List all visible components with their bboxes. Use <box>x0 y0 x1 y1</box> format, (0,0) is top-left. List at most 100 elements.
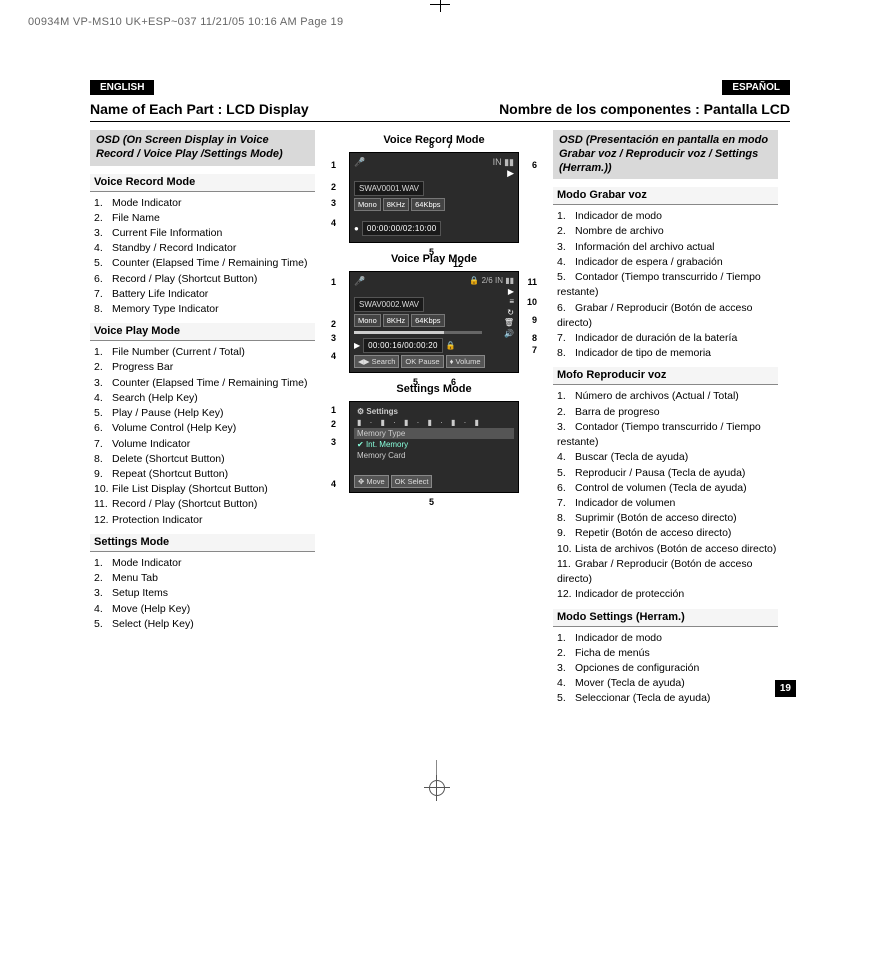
list-item: 1.Mode Indicator <box>94 556 315 571</box>
filename-play: SWAV0002.WAV <box>354 297 424 312</box>
list-item: 3.Opciones de configuración <box>557 661 778 676</box>
btn-search: ◀▶ Search <box>354 355 399 368</box>
subtitle-right: OSD (Presentación en pantalla en modo Gr… <box>553 130 778 179</box>
lang-spanish: ESPAÑOL <box>722 80 790 95</box>
list-item: 4.Mover (Tecla de ayuda) <box>557 676 778 691</box>
heading-grabar-voz: Modo Grabar voz <box>553 187 778 205</box>
list-item: 10.File List Display (Shortcut Button) <box>94 482 315 497</box>
spec-bitrate: 64Kbps <box>411 198 444 211</box>
btn-select: OK Select <box>391 475 433 488</box>
list-item: 4.Indicador de espera / grabación <box>557 255 778 270</box>
list-item: 1.Número de archivos (Actual / Total) <box>557 389 778 404</box>
callout-p11: 11 <box>527 277 537 287</box>
list-item: 5.Select (Help Key) <box>94 617 315 632</box>
list-item: 5.Seleccionar (Tecla de ayuda) <box>557 691 778 706</box>
column-center-diagrams: Voice Record Mode 1 2 3 4 6 7 8 5 🎤IN ▮▮… <box>329 130 539 707</box>
list-item: 4.Buscar (Tecla de ayuda) <box>557 450 778 465</box>
label-settings-mode: Settings Mode <box>396 383 471 395</box>
list-item: 8.Memory Type Indicator <box>94 302 315 317</box>
list-item: 3.Información del archivo actual <box>557 240 778 255</box>
list-item: 12.Indicador de protección <box>557 587 778 602</box>
list-item: 6.Grabar / Reproducir (Botón de acceso d… <box>557 301 778 331</box>
page-number-badge: 19 <box>775 680 796 697</box>
callout-s3: 3 <box>331 437 336 447</box>
list-item: 4.Search (Help Key) <box>94 391 315 406</box>
callout-p7: 7 <box>532 345 537 355</box>
lang-english: ENGLISH <box>90 80 154 95</box>
list-item: 6.Control de volumen (Tecla de ayuda) <box>557 481 778 496</box>
list-item: 4.Move (Help Key) <box>94 602 315 617</box>
callout-4: 4 <box>331 218 336 228</box>
lcd-settings: ⚙ Settings ▮ · ▮ · ▮ · ▮ · ▮ · ▮ Memory … <box>349 401 519 493</box>
counter: 00:00:00/02:10:00 <box>362 221 442 236</box>
list-item: 7.Battery Life Indicator <box>94 287 315 302</box>
list-item: 6.Volume Control (Help Key) <box>94 421 315 436</box>
list-item: 6.Record / Play (Shortcut Button) <box>94 272 315 287</box>
heading-settings-es: Modo Settings (Herram.) <box>553 609 778 627</box>
list-item: 2.Nombre de archivo <box>557 224 778 239</box>
list-item: 1.Mode Indicator <box>94 196 315 211</box>
page-content: ENGLISH ESPAÑOL Name of Each Part : LCD … <box>90 80 790 707</box>
list-item: 2.Progress Bar <box>94 360 315 375</box>
list-item: 5.Play / Pause (Help Key) <box>94 406 315 421</box>
heading-reproducir-voz: Mofo Reproducir voz <box>553 367 778 385</box>
list-item: 7.Indicador de duración de la batería <box>557 331 778 346</box>
list-item: 11.Grabar / Reproducir (Botón de acceso … <box>557 557 778 587</box>
callout-p9: 9 <box>532 315 537 325</box>
list-grabar-voz: 1.Indicador de modo2.Nombre de archivo3.… <box>553 209 778 361</box>
callout-5: 5 <box>429 247 434 257</box>
print-header: 00934M VP-MS10 UK+ESP~037 11/21/05 10:16… <box>28 16 343 28</box>
btn-volume: ♦ Volume <box>446 355 485 368</box>
column-english: OSD (On Screen Display in Voice Record /… <box>90 130 315 707</box>
callout-8: 8 <box>429 140 434 150</box>
heading-voice-record: Voice Record Mode <box>90 174 315 192</box>
mic-icon: 🎤 <box>354 276 365 287</box>
callout-p8: 8 <box>532 333 537 343</box>
list-item: 8.Suprimir (Botón de acceso directo) <box>557 511 778 526</box>
mic-icon: 🎤 <box>354 157 365 168</box>
list-item: 12.Protection Indicator <box>94 513 315 528</box>
list-item: 9.Repeat (Shortcut Button) <box>94 467 315 482</box>
list-item: 1.File Number (Current / Total) <box>94 345 315 360</box>
list-item: 5.Contador (Tiempo transcurrido / Tiempo… <box>557 270 778 300</box>
list-item: 3.Counter (Elapsed Time / Remaining Time… <box>94 376 315 391</box>
list-item: 5.Counter (Elapsed Time / Remaining Time… <box>94 256 315 271</box>
callout-p2: 2 <box>331 319 336 329</box>
lcd-voice-play: 🎤🔒 2/6 IN ▮▮ ▶≡↻🗑🔊 SWAV0002.WAV Mono 8KH… <box>349 271 519 373</box>
list-item: 3.Current File Information <box>94 226 315 241</box>
heading-voice-play: Voice Play Mode <box>90 323 315 341</box>
list-item: 2.Ficha de menús <box>557 646 778 661</box>
list-item: 7.Volume Indicator <box>94 437 315 452</box>
btn-move: ✥ Move <box>354 475 389 488</box>
callout-p10: 10 <box>527 297 537 307</box>
list-item: 2.Menu Tab <box>94 571 315 586</box>
callout-7: 7 <box>447 140 452 150</box>
list-settings: 1.Mode Indicator2.Menu Tab3.Setup Items4… <box>90 556 315 632</box>
list-item: 4.Standby / Record Indicator <box>94 241 315 256</box>
callout-p12: 12 <box>453 259 463 269</box>
callout-s4: 4 <box>331 479 336 489</box>
list-item: 8.Delete (Shortcut Button) <box>94 452 315 467</box>
callout-p6: 6 <box>451 377 456 387</box>
list-settings-es: 1.Indicador de modo2.Ficha de menús3.Opc… <box>553 631 778 707</box>
callout-s2: 2 <box>331 419 336 429</box>
btn-pause: OK Pause <box>401 355 443 368</box>
callout-6: 6 <box>532 160 537 170</box>
column-spanish: OSD (Presentación en pantalla en modo Gr… <box>553 130 778 707</box>
list-item: 3.Contador (Tiempo transcurrido / Tiempo… <box>557 420 778 450</box>
list-item: 3.Setup Items <box>94 586 315 601</box>
callout-p3: 3 <box>331 333 336 343</box>
spec-rate: 8KHz <box>383 198 409 211</box>
list-item: 2.File Name <box>94 211 315 226</box>
subtitle-left: OSD (On Screen Display in Voice Record /… <box>90 130 315 166</box>
list-item: 10.Lista de archivos (Botón de acceso di… <box>557 542 778 557</box>
list-item: 8.Indicador de tipo de memoria <box>557 346 778 361</box>
title-left: Name of Each Part : LCD Display <box>90 101 309 117</box>
list-item: 7.Indicador de volumen <box>557 496 778 511</box>
list-item: 2.Barra de progreso <box>557 405 778 420</box>
list-item: 11.Record / Play (Shortcut Button) <box>94 497 315 512</box>
callout-2: 2 <box>331 182 336 192</box>
list-voice-play: 1.File Number (Current / Total)2.Progres… <box>90 345 315 528</box>
callout-3: 3 <box>331 198 336 208</box>
callout-s1: 1 <box>331 405 336 415</box>
